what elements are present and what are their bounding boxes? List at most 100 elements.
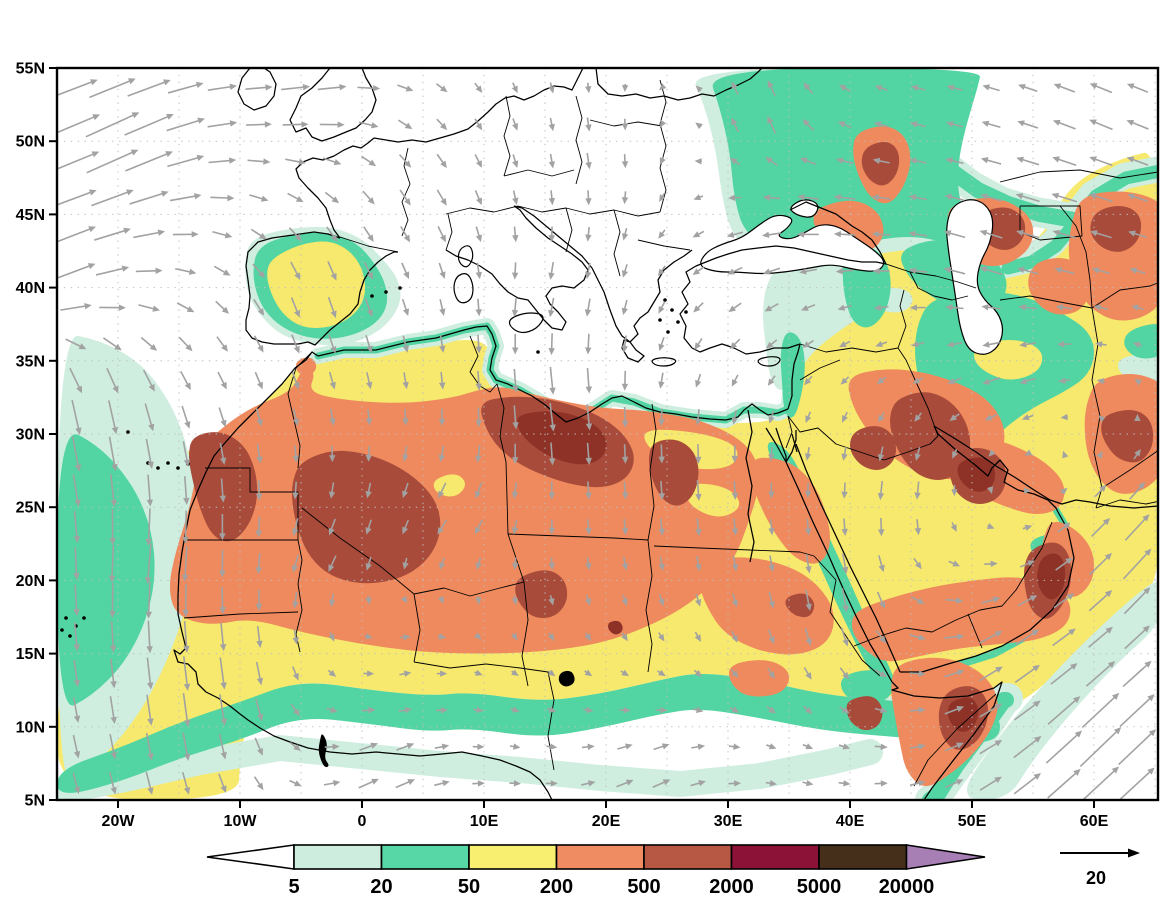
wind-arrow	[255, 516, 263, 538]
wind-arrow	[842, 553, 849, 575]
wind-arrow	[245, 84, 273, 91]
wind-arrow	[146, 657, 154, 690]
wind-arrow	[57, 263, 96, 279]
wind-arrow	[693, 194, 704, 201]
wind-arrow	[948, 560, 961, 567]
wind-arrow	[363, 670, 375, 677]
wind-arrow	[835, 157, 854, 165]
coastline	[245, 231, 398, 346]
wind-arrow	[695, 518, 702, 537]
wind-arrow	[1050, 663, 1078, 685]
wind-arrow	[166, 117, 205, 132]
wind-arrow	[363, 226, 374, 243]
island-dot	[156, 466, 160, 470]
wind-arrow	[731, 117, 740, 133]
wind-arrow	[987, 486, 994, 494]
wind-arrow	[981, 596, 1001, 604]
wind-arrow	[621, 299, 628, 316]
wind-arrow	[247, 158, 271, 165]
wind-arrow	[474, 632, 482, 640]
island-dot	[666, 330, 670, 334]
country-border	[575, 95, 583, 185]
wind-arrow	[1090, 230, 1112, 239]
wind-arrow	[878, 555, 885, 573]
crete-island	[651, 357, 677, 367]
wind-arrow	[979, 739, 1003, 755]
wind-arrow	[474, 82, 483, 93]
wind-arrow	[728, 194, 742, 201]
country-border	[787, 415, 939, 461]
wind-arrow	[585, 152, 592, 170]
wind-arrow	[475, 482, 483, 499]
wind-arrow	[839, 667, 849, 680]
wind-arrow	[398, 707, 413, 714]
wind-arrow	[1060, 413, 1068, 421]
wind-arrow	[401, 298, 410, 317]
dust-region-turkmen-200	[1028, 258, 1090, 315]
wind-arrow	[585, 557, 592, 571]
wind-arrow	[1054, 267, 1075, 275]
wind-arrow	[838, 743, 851, 750]
wind-reference-label: 20	[1086, 868, 1106, 888]
wind-arrow	[659, 119, 667, 128]
wind-arrow	[984, 560, 998, 568]
wind-arrow	[621, 118, 629, 131]
wind-arrow	[1060, 487, 1068, 495]
wind-arrow	[694, 158, 702, 165]
wind-arrow	[328, 555, 337, 572]
wind-arrow	[472, 743, 485, 750]
wind-arrow	[1058, 377, 1071, 384]
wind-arrow	[1052, 156, 1077, 166]
wind-arrow	[207, 120, 238, 128]
wind-arrow	[399, 670, 412, 677]
wind-arrow	[255, 553, 262, 575]
colorbar-segment-50	[468, 844, 558, 870]
island-dot	[684, 310, 688, 314]
wind-arrow	[548, 519, 555, 535]
wind-arrow	[803, 82, 814, 95]
wind-arrow	[1079, 727, 1122, 768]
wind-arrow	[109, 473, 117, 508]
wind-arrow	[1126, 156, 1149, 166]
wind-arrow	[803, 667, 812, 680]
wind-arrow	[145, 732, 154, 761]
wind-arrow	[511, 333, 519, 355]
lat-tick-label: 35N	[16, 353, 45, 370]
island-dot	[670, 308, 674, 312]
wind-arrow	[135, 267, 163, 274]
wind-arrow	[695, 556, 702, 572]
colorbar-segment-2000	[730, 844, 820, 870]
lat-tick-label: 5N	[25, 793, 45, 810]
country-border	[413, 581, 525, 597]
wind-arrow	[731, 409, 738, 425]
country-border	[647, 403, 657, 541]
wind-arrow	[659, 157, 666, 165]
dust-region-libya-core-2000	[516, 411, 607, 465]
wind-arrow	[585, 227, 592, 242]
dust-region-east-iran-500	[1101, 410, 1154, 463]
wind-arrow	[695, 593, 702, 607]
wind-arrow	[1052, 119, 1076, 130]
wind-arrow	[437, 226, 446, 243]
wind-arrow	[838, 780, 851, 787]
wind-arrow	[1016, 156, 1040, 166]
wind-arrow	[324, 191, 340, 204]
wind-arrow	[833, 194, 856, 201]
wind-arrow	[800, 304, 816, 311]
wind-arrow	[1122, 660, 1152, 688]
wind-arrow	[511, 669, 519, 677]
wind-arrow	[322, 157, 342, 166]
wind-arrow	[727, 266, 743, 275]
wind-arrow	[73, 547, 80, 581]
wind-arrow	[127, 79, 171, 97]
wind-arrow	[731, 445, 738, 463]
lat-tick-label: 45N	[16, 207, 45, 224]
wind-arrow	[255, 661, 264, 686]
wind-arrow	[475, 298, 482, 317]
wind-arrow	[475, 370, 482, 391]
wind-arrow	[219, 657, 227, 690]
wind-arrow	[841, 588, 849, 613]
wind-arrow	[653, 743, 670, 751]
wind-arrow	[1052, 229, 1077, 239]
wind-arrow	[1119, 694, 1155, 727]
